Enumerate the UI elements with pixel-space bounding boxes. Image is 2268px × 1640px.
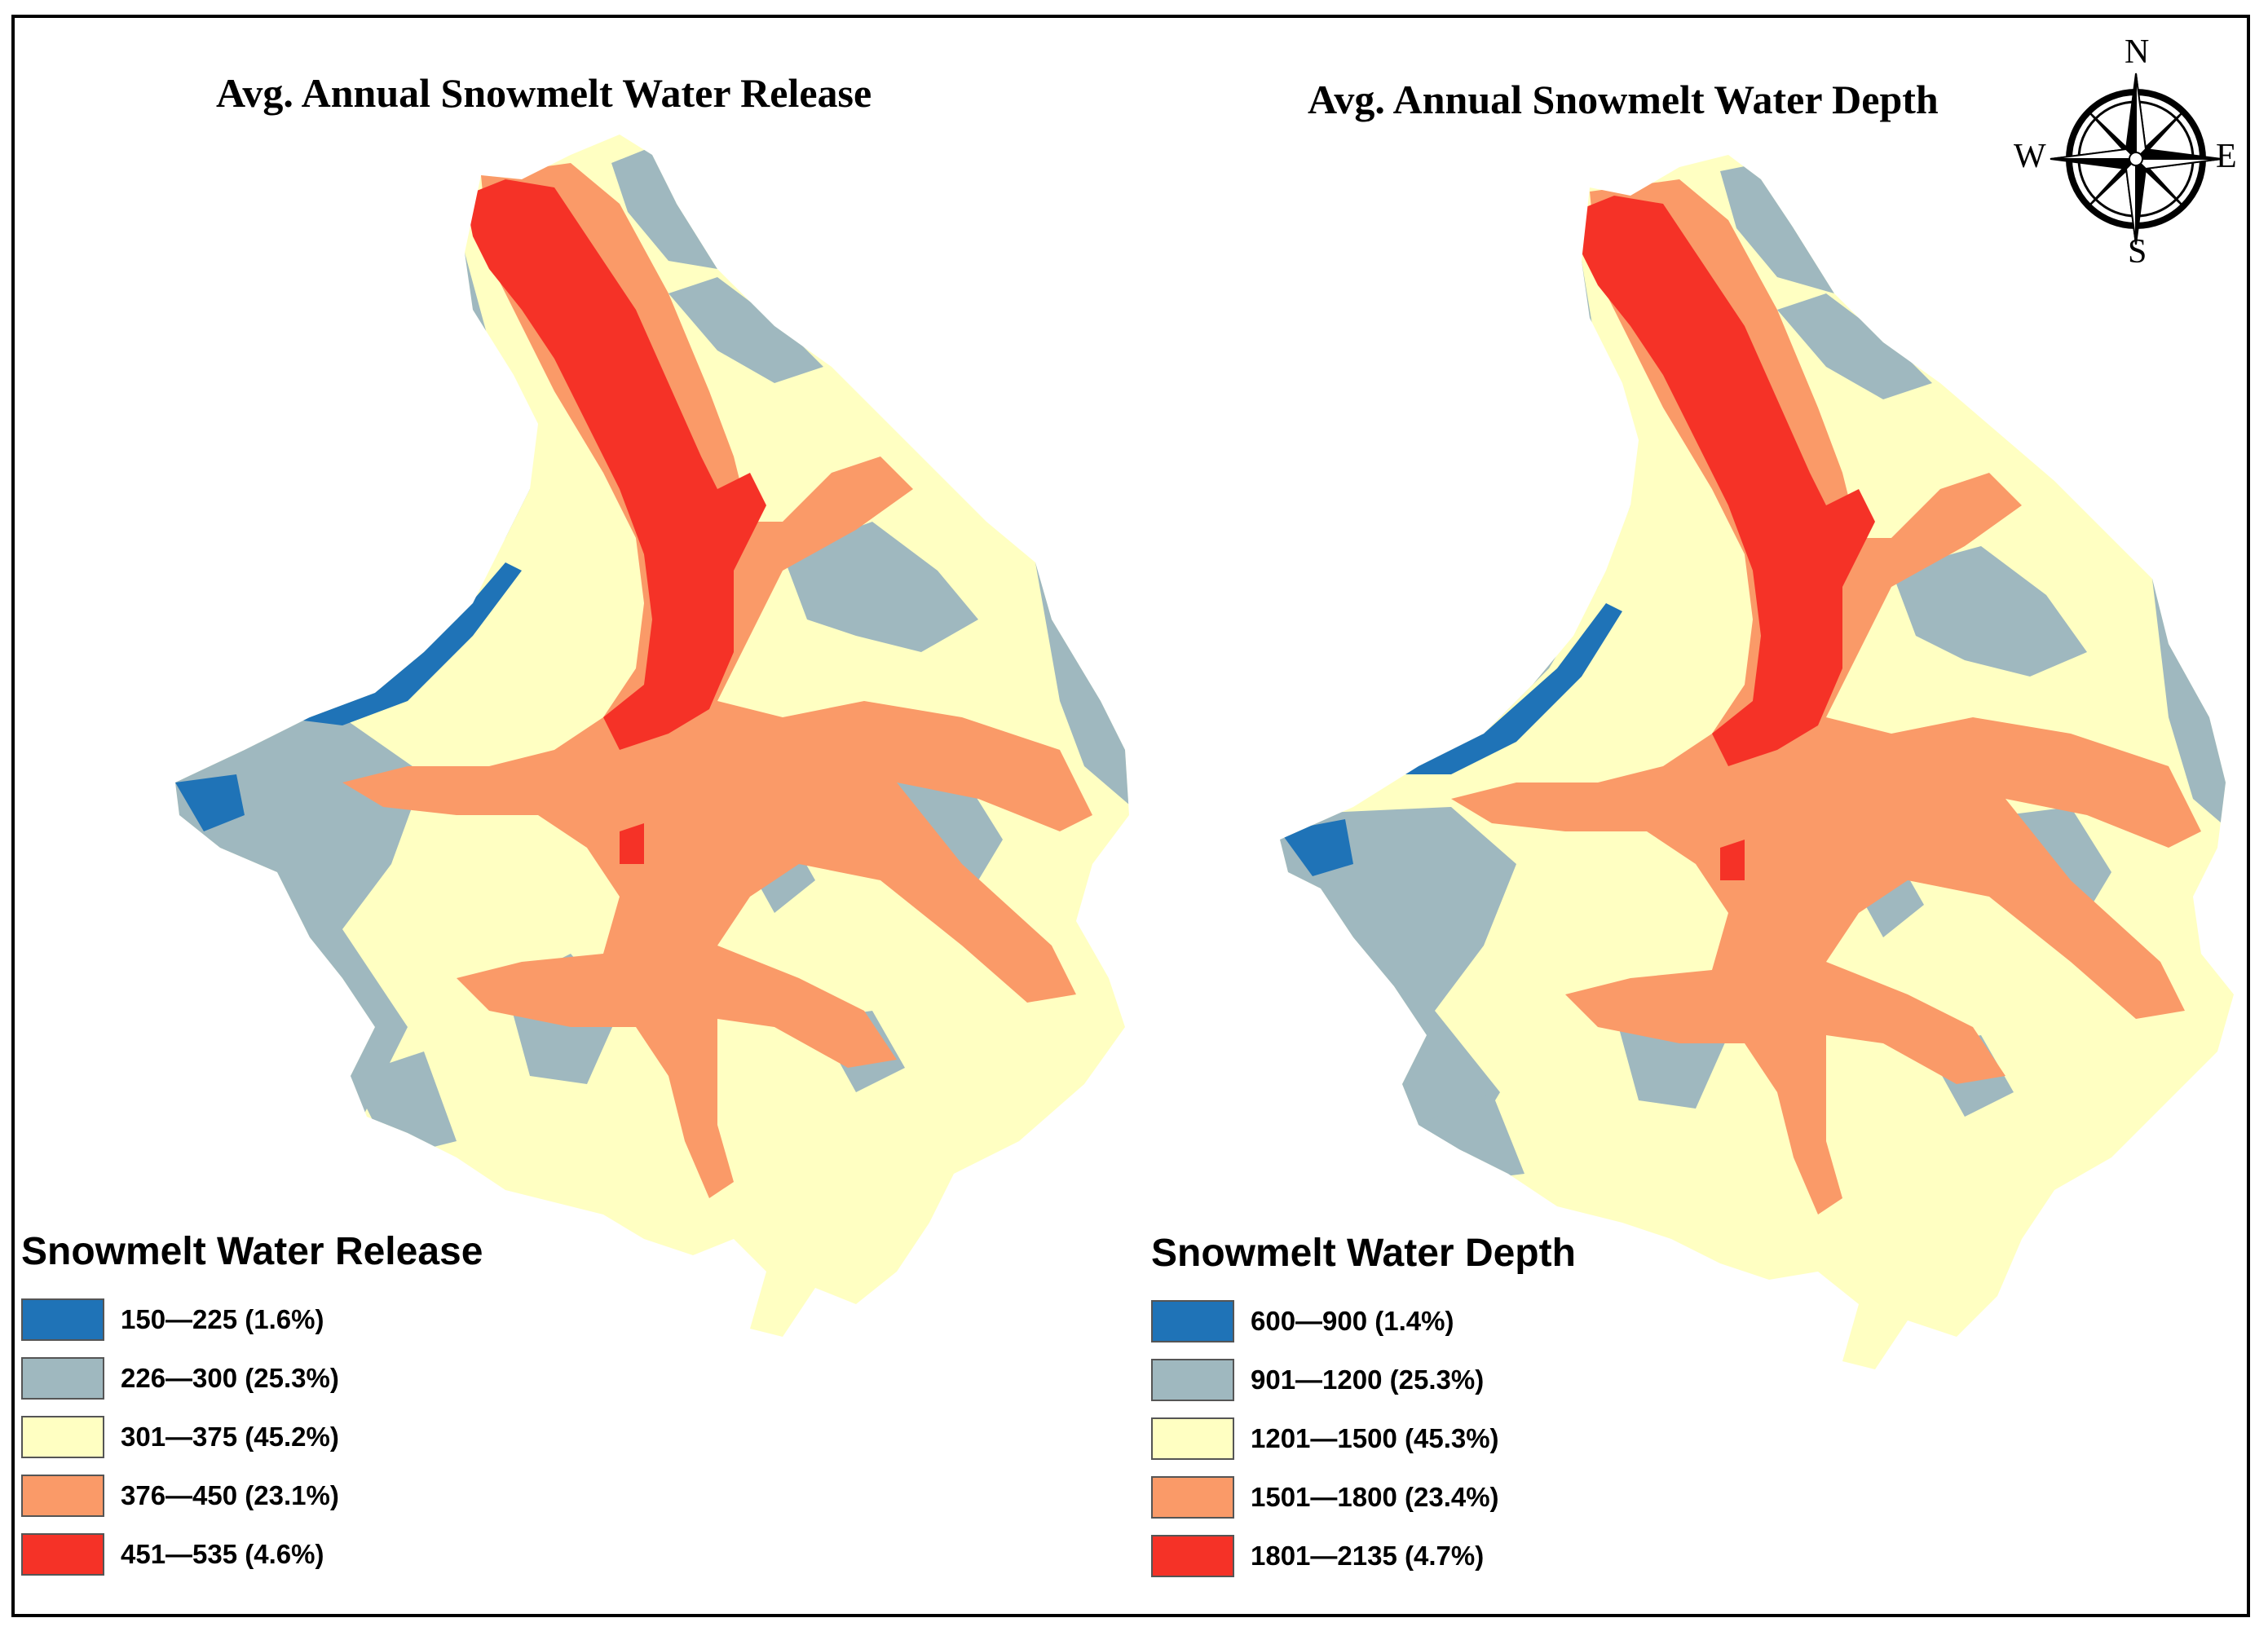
- right-gray-region: [1891, 546, 2087, 677]
- right-gray-region: [1720, 163, 1834, 293]
- legend-label: 451—535 (4.6%): [121, 1538, 324, 1569]
- compass-south-label: S: [2128, 233, 2147, 271]
- left-red-region: [465, 179, 766, 750]
- legend-label: 600—900 (1.4%): [1251, 1305, 1454, 1336]
- right-map-title: Avg. Annual Snowmelt Water Depth: [1308, 77, 1939, 122]
- legend-swatch: [21, 1415, 104, 1458]
- legend-swatch: [1151, 1417, 1234, 1460]
- legend-swatch: [21, 1474, 104, 1517]
- left-gray-region: [783, 522, 978, 652]
- compass-north-label: N: [2125, 33, 2150, 71]
- legend-label: 301—375 (45.2%): [121, 1421, 339, 1452]
- left-gray-region: [611, 147, 717, 269]
- left-legend: Snowmelt Water Release 150—225 (1.6%) 22…: [21, 1229, 483, 1590]
- left-legend-title: Snowmelt Water Release: [21, 1230, 483, 1273]
- left-basin-map: [175, 134, 1129, 1337]
- legend-item: 226—300 (25.3%): [21, 1356, 483, 1400]
- legend-swatch: [1151, 1534, 1234, 1577]
- right-gray-region: [1777, 293, 1932, 399]
- legend-swatch: [21, 1356, 104, 1400]
- right-legend: Snowmelt Water Depth 600—900 (1.4%) 901—…: [1151, 1231, 1576, 1592]
- right-legend-title: Snowmelt Water Depth: [1151, 1232, 1576, 1275]
- legend-item: 301—375 (45.2%): [21, 1414, 483, 1459]
- left-blue-region: [175, 774, 245, 831]
- compass-rose-icon: N S E W: [2014, 33, 2242, 277]
- left-gray-region: [668, 277, 823, 383]
- legend-label: 1801—2135 (4.7%): [1251, 1540, 1485, 1571]
- left-map-title: Avg. Annual Snowmelt Water Release: [216, 70, 872, 116]
- right-blue-region: [1280, 819, 1353, 876]
- legend-swatch: [1151, 1358, 1234, 1401]
- legend-item: 1201—1500 (45.3%): [1151, 1416, 1576, 1461]
- left-gray-region: [897, 774, 1003, 880]
- left-red-region: [620, 823, 644, 864]
- legend-item: 1501—1800 (23.4%): [1151, 1475, 1576, 1519]
- legend-item: 451—535 (4.6%): [21, 1532, 483, 1576]
- left-blue-region: [277, 562, 522, 725]
- legend-item: 901—1200 (25.3%): [1151, 1357, 1576, 1402]
- legend-label: 150—225 (1.6%): [121, 1303, 324, 1334]
- legend-label: 376—450 (23.1%): [121, 1479, 339, 1510]
- right-basin-map: [1280, 155, 2234, 1369]
- left-gray-region: [351, 1051, 457, 1157]
- legend-item: 600—900 (1.4%): [1151, 1298, 1576, 1343]
- legend-label: 901—1200 (25.3%): [1251, 1364, 1485, 1395]
- legend-label: 1201—1500 (45.3%): [1251, 1422, 1499, 1453]
- legend-item: 150—225 (1.6%): [21, 1297, 483, 1342]
- compass-west-label: W: [2014, 138, 2046, 175]
- legend-swatch: [21, 1298, 104, 1341]
- legend-swatch: [1151, 1299, 1234, 1342]
- right-red-region: [1720, 840, 1745, 880]
- legend-item: 376—450 (23.1%): [21, 1473, 483, 1518]
- right-red-region: [1573, 196, 1875, 766]
- legend-item: 1801—2135 (4.7%): [1151, 1533, 1576, 1578]
- right-blue-region: [1386, 603, 1622, 774]
- compass-star-icon: [2050, 73, 2222, 245]
- compass-east-label: E: [2216, 138, 2237, 175]
- legend-swatch: [1151, 1475, 1234, 1519]
- legend-label: 226—300 (25.3%): [121, 1362, 339, 1393]
- legend-label: 1501—1800 (23.4%): [1251, 1481, 1499, 1512]
- legend-swatch: [21, 1532, 104, 1576]
